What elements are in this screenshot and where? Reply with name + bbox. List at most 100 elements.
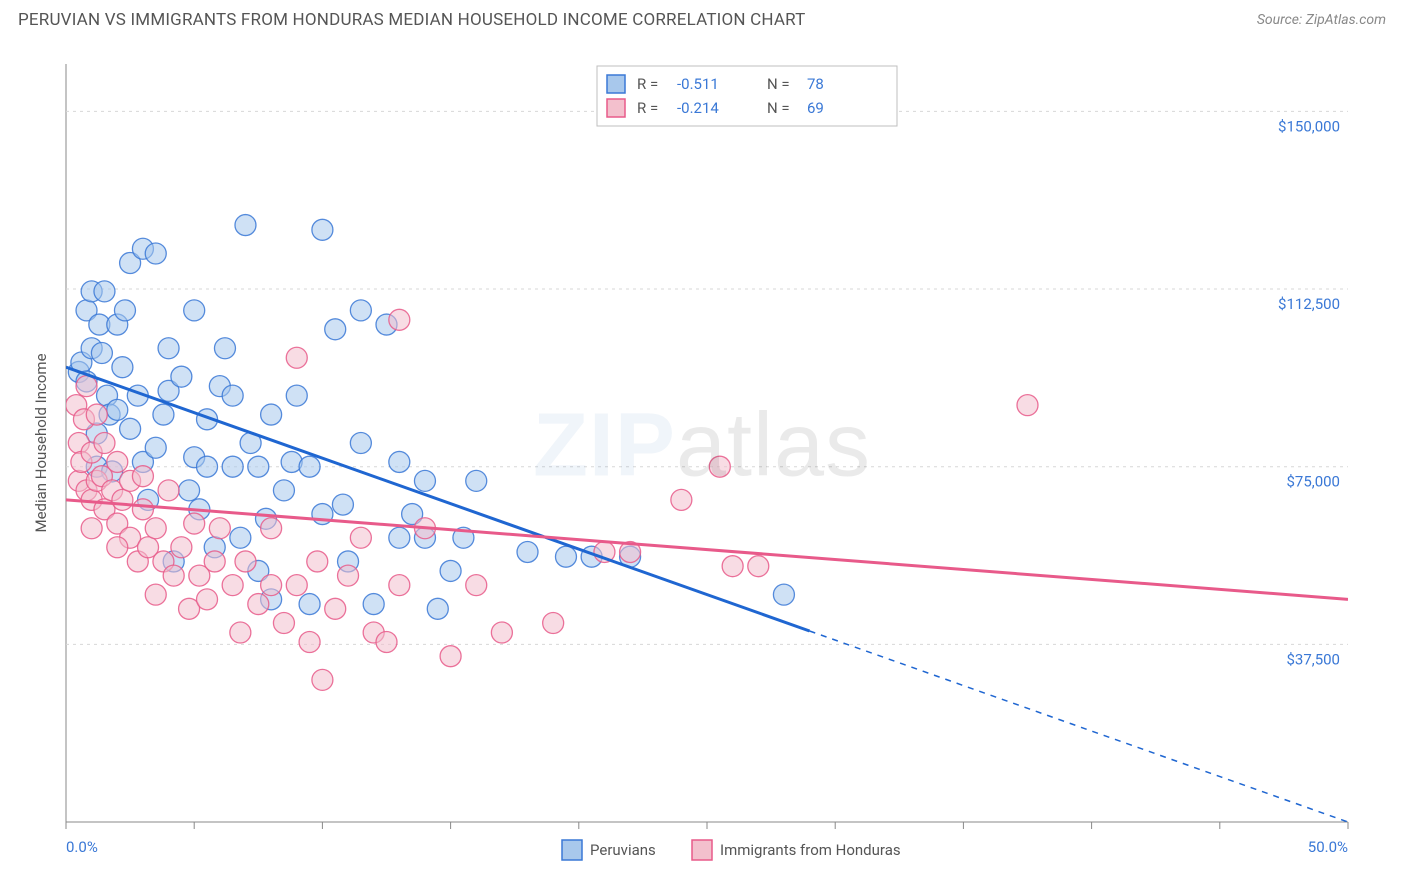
scatter-point [107,399,128,420]
scatter-point [312,669,333,690]
chart-area: $37,500$75,000$112,500$150,0000.0%50.0%M… [18,44,1386,882]
scatter-point [107,451,128,472]
scatter-point [132,499,153,520]
scatter-point [389,575,410,596]
scatter-point [389,309,410,330]
scatter-point [163,565,184,586]
stats-n-value: 78 [807,75,824,93]
footer-legend: PeruviansImmigrants from Honduras [562,840,901,860]
scatter-point [389,451,410,472]
scatter-point [299,456,320,477]
scatter-point [261,518,282,539]
stats-box: R = -0.511N = 78R = -0.214N = 69 [597,66,897,126]
scatter-point [709,456,730,477]
scatter-point [222,385,243,406]
scatter-point [350,433,371,454]
scatter-point [363,594,384,615]
stats-n-label: N = [767,75,790,93]
scatter-point [543,613,564,634]
scatter-point [145,584,166,605]
scatter-point [440,646,461,667]
scatter-point [273,480,294,501]
scatter-point [179,480,200,501]
scatter-point [222,575,243,596]
scatter-point [112,489,133,510]
scatter-point [132,466,153,487]
scatter-point [171,366,192,387]
correlation-scatter-chart: $37,500$75,000$112,500$150,0000.0%50.0%M… [18,44,1386,882]
scatter-point [171,537,192,558]
scatter-point [91,342,112,363]
stats-r-label: R = [637,99,658,117]
scatter-point [184,300,205,321]
scatter-point [158,480,179,501]
scatter-point [204,551,225,572]
legend-swatch [692,840,712,860]
chart-source: Source: ZipAtlas.com [1257,12,1386,28]
stats-n-label: N = [767,99,790,117]
scatter-point [312,219,333,240]
scatter-point [307,551,328,572]
scatter-point [773,584,794,605]
scatter-point [389,527,410,548]
scatter-point [230,527,251,548]
scatter-point [491,622,512,643]
trend-line [66,367,810,631]
scatter-point [671,489,692,510]
scatter-point [197,589,218,610]
scatter-point [427,598,448,619]
legend-swatch [607,99,625,117]
scatter-point [299,594,320,615]
y-tick-label: $112,500 [1278,295,1340,313]
legend-swatch [607,75,625,93]
scatter-point [1017,395,1038,416]
scatter-point [517,541,538,562]
y-tick-label: $150,000 [1278,117,1340,135]
scatter-point [230,622,251,643]
scatter-point [440,560,461,581]
scatter-point [555,546,576,567]
legend-label: Peruvians [590,841,656,859]
scatter-point [414,470,435,491]
scatter-point [286,347,307,368]
scatter-point [325,319,346,340]
scatter-point [209,518,230,539]
scatter-point [338,565,359,586]
scatter-point [112,357,133,378]
scatter-point [261,404,282,425]
scatter-point [273,613,294,634]
scatter-point [94,433,115,454]
scatter-point [145,243,166,264]
trend-line [66,500,1348,599]
x-min-label: 0.0% [66,838,98,856]
scatter-point [261,575,282,596]
scatter-point [466,575,487,596]
scatter-point [81,518,102,539]
scatter-point [184,513,205,534]
scatter-point [376,631,397,652]
scatter-point [114,300,135,321]
scatter-point [286,575,307,596]
scatter-point [248,594,269,615]
scatter-point [107,537,128,558]
scatter-point [235,215,256,236]
scatter-point [158,338,179,359]
scatter-point [86,404,107,425]
scatter-point [722,556,743,577]
scatter-point [350,300,371,321]
scatter-point [248,456,269,477]
stats-n-value: 69 [807,99,824,117]
scatter-point [350,527,371,548]
scatter-point [76,376,97,397]
scatter-point [214,338,235,359]
stats-r-label: R = [637,75,658,93]
scatter-point [748,556,769,577]
stats-r-value: -0.511 [677,75,719,93]
scatter-point [299,631,320,652]
scatter-point [197,456,218,477]
scatter-point [222,456,243,477]
chart-title: PERUVIAN VS IMMIGRANTS FROM HONDURAS MED… [18,10,806,30]
scatter-point [332,494,353,515]
x-max-label: 50.0% [1308,838,1348,856]
y-tick-label: $75,000 [1286,473,1340,491]
